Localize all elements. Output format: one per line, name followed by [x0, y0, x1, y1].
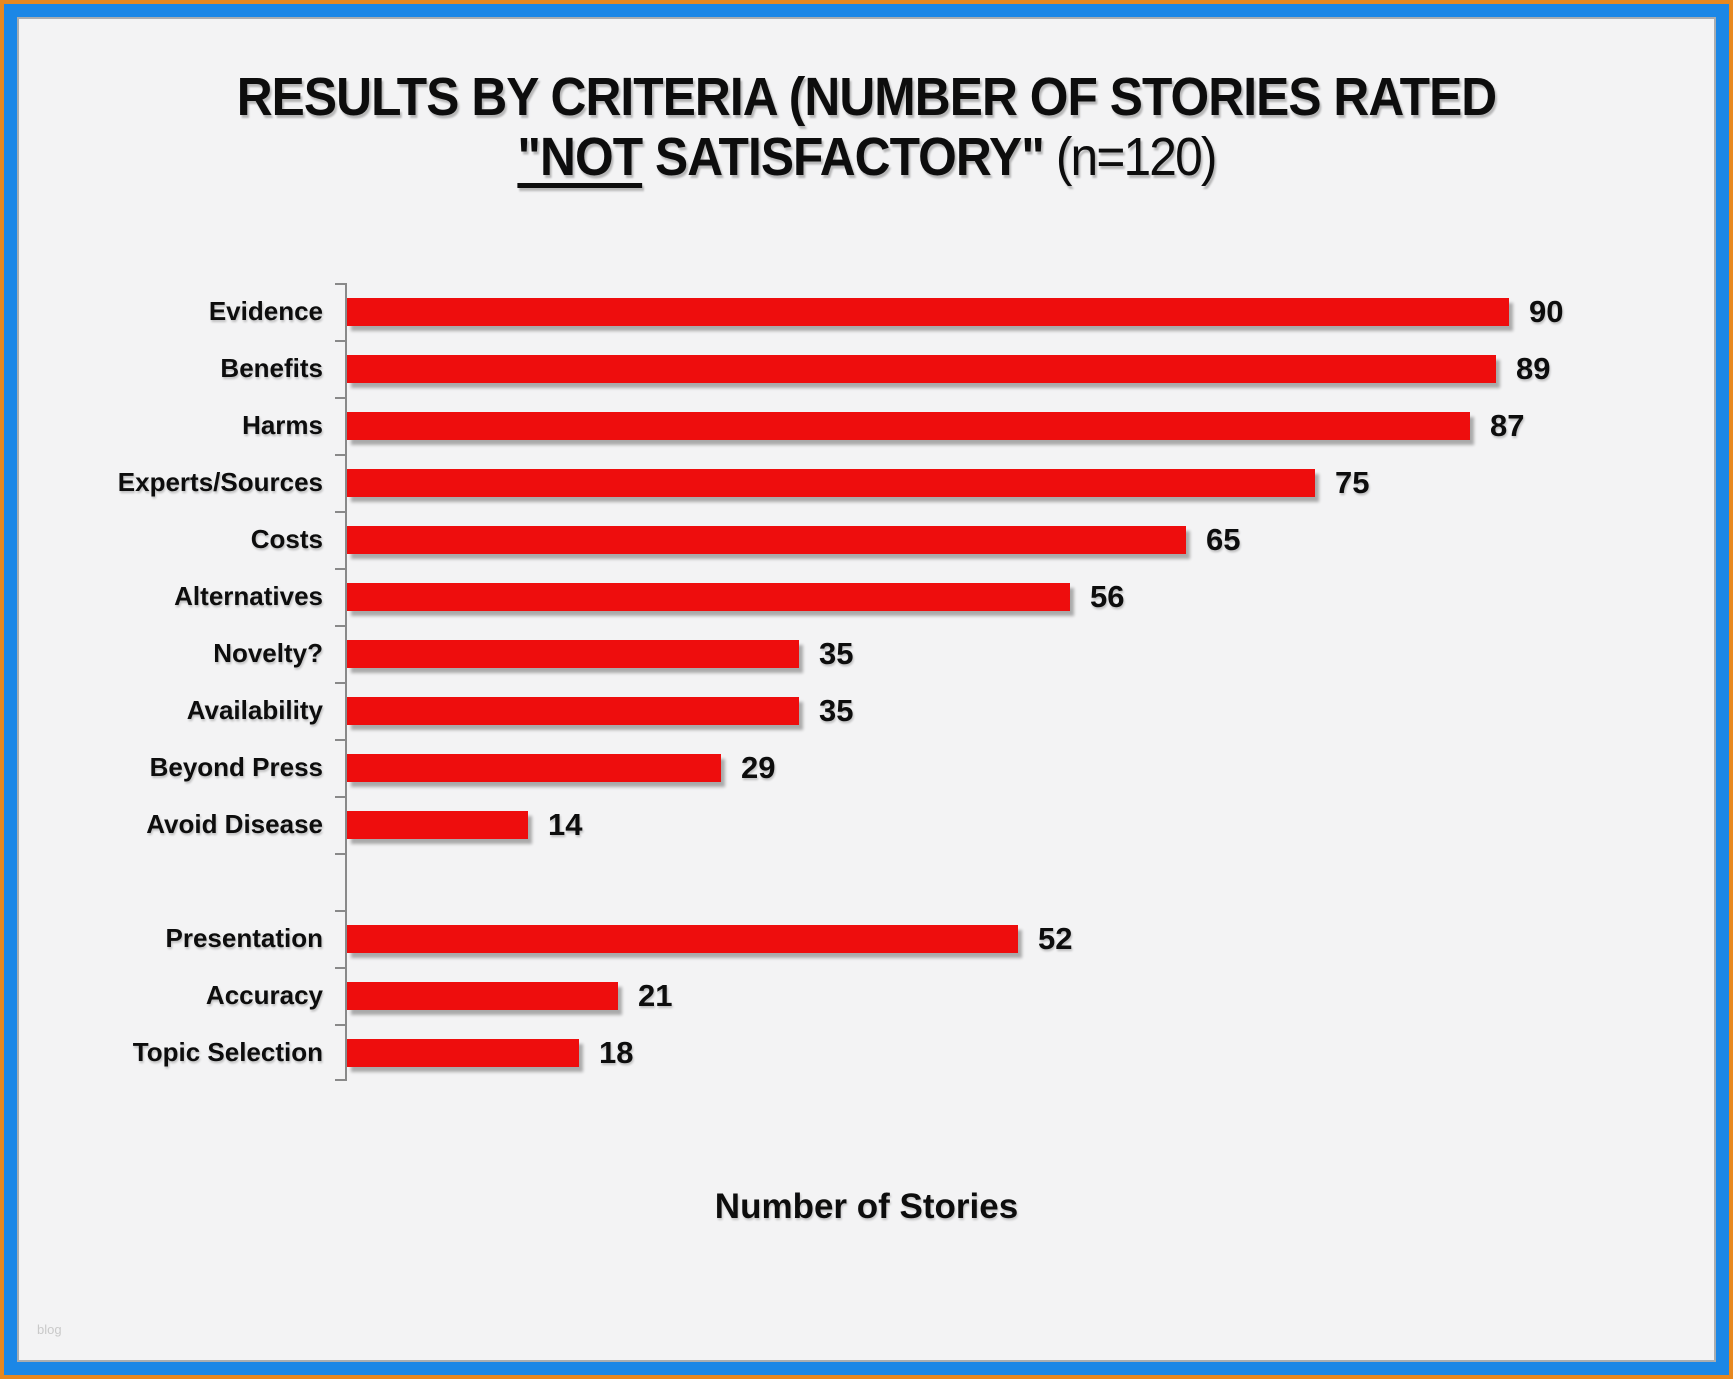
value-label: 87: [1490, 407, 1525, 443]
chart-row: Novelty? 35: [19, 625, 1714, 682]
bar-presentation: [347, 924, 1018, 953]
value-label: 52: [1038, 920, 1073, 956]
bar-availability: [347, 696, 799, 725]
bar-costs: [347, 525, 1186, 554]
chart-row: Harms 87: [19, 397, 1714, 454]
bar-novelty: [347, 639, 799, 668]
axis-tick: [335, 1024, 345, 1026]
slide-canvas: RESULTS BY CRITERIA (NUMBER OF STORIES R…: [17, 17, 1716, 1362]
bar-beyond-press: [347, 753, 721, 782]
chart-row: Beyond Press 29: [19, 739, 1714, 796]
chart-title-line2: "NOT SATISFACTORY" (n=120): [87, 127, 1646, 187]
bar-experts-sources: [347, 468, 1315, 497]
chart-row: Topic Selection 18: [19, 1024, 1714, 1081]
value-label: 35: [819, 635, 854, 671]
bar-harms: [347, 411, 1470, 440]
value-label: 21: [638, 977, 673, 1013]
chart-row: Availability 35: [19, 682, 1714, 739]
chart-title-sample-size: (n=120): [1043, 127, 1218, 187]
axis-tick: [335, 853, 345, 855]
axis-tick: [335, 397, 345, 399]
axis-tick: [335, 967, 345, 969]
axis-tick: [335, 796, 345, 798]
value-label: 29: [741, 749, 776, 785]
bar-accuracy: [347, 981, 618, 1010]
category-label-costs: Costs: [250, 524, 323, 554]
chart-row: Alternatives 56: [19, 568, 1714, 625]
category-label-avoid-disease: Avoid Disease: [146, 809, 323, 839]
category-label-novelty: Novelty?: [213, 638, 323, 668]
value-label: 89: [1516, 350, 1551, 386]
axis-tick: [335, 739, 345, 741]
axis-tick: [335, 910, 345, 912]
bar-chart: Evidence 90 Benefits 89 Harms 87 Experts/Sourc…: [19, 283, 1714, 1081]
axis-tick: [335, 340, 345, 342]
axis-tick: [335, 283, 345, 285]
x-axis-title: Number of Stories: [714, 1187, 1019, 1226]
category-label-benefits: Benefits: [220, 353, 323, 383]
axis-tick: [335, 454, 345, 456]
category-label-availability: Availability: [186, 695, 323, 725]
bar-avoid-disease: [347, 810, 528, 839]
watermark-blog: blog: [37, 1322, 62, 1337]
axis-tick: [335, 625, 345, 627]
chart-row: Benefits 89: [19, 340, 1714, 397]
chart-row: Costs 65: [19, 511, 1714, 568]
chart-title-line1: RESULTS BY CRITERIA (NUMBER OF STORIES R…: [236, 67, 1497, 127]
category-label-harms: Harms: [242, 410, 323, 440]
category-axis: [335, 283, 347, 1081]
chart-row: Avoid Disease 14: [19, 796, 1714, 853]
chart-row: [19, 853, 1714, 910]
category-label-evidence: Evidence: [208, 296, 323, 326]
category-label-experts-sources: Experts/Sources: [117, 467, 323, 497]
chart-title-line2-rest: SATISFACTORY": [642, 127, 1045, 187]
value-label: 75: [1335, 464, 1370, 500]
chart-row: Accuracy 21: [19, 967, 1714, 1024]
chart-title-underlined-word: "NOT: [517, 127, 643, 187]
category-label-alternatives: Alternatives: [174, 581, 323, 611]
chart-row: Experts/Sources 75: [19, 454, 1714, 511]
value-label: 56: [1090, 578, 1125, 614]
value-label: 18: [599, 1034, 634, 1070]
chart-row: Presentation 52: [19, 910, 1714, 967]
bar-alternatives: [347, 582, 1070, 611]
axis-tick: [335, 511, 345, 513]
value-label: 35: [819, 692, 854, 728]
bar-topic-selection: [347, 1038, 579, 1067]
category-label-accuracy: Accuracy: [205, 980, 323, 1010]
chart-title: RESULTS BY CRITERIA (NUMBER OF STORIES R…: [87, 67, 1646, 187]
axis-tick: [335, 682, 345, 684]
axis-tick: [335, 1079, 345, 1081]
axis-tick: [335, 568, 345, 570]
category-label-beyond-press: Beyond Press: [149, 752, 323, 782]
bar-benefits: [347, 354, 1496, 383]
category-label-topic-selection: Topic Selection: [132, 1037, 323, 1067]
chart-rows: Evidence 90 Benefits 89 Harms 87 Experts/Sourc…: [19, 283, 1714, 1081]
value-label: 90: [1529, 293, 1564, 329]
bar-evidence: [347, 297, 1509, 326]
chart-row: Evidence 90: [19, 283, 1714, 340]
value-label: 14: [548, 806, 583, 842]
category-label-presentation: Presentation: [165, 923, 324, 953]
inner-blue-frame: RESULTS BY CRITERIA (NUMBER OF STORIES R…: [4, 4, 1729, 1375]
value-label: 65: [1206, 521, 1241, 557]
